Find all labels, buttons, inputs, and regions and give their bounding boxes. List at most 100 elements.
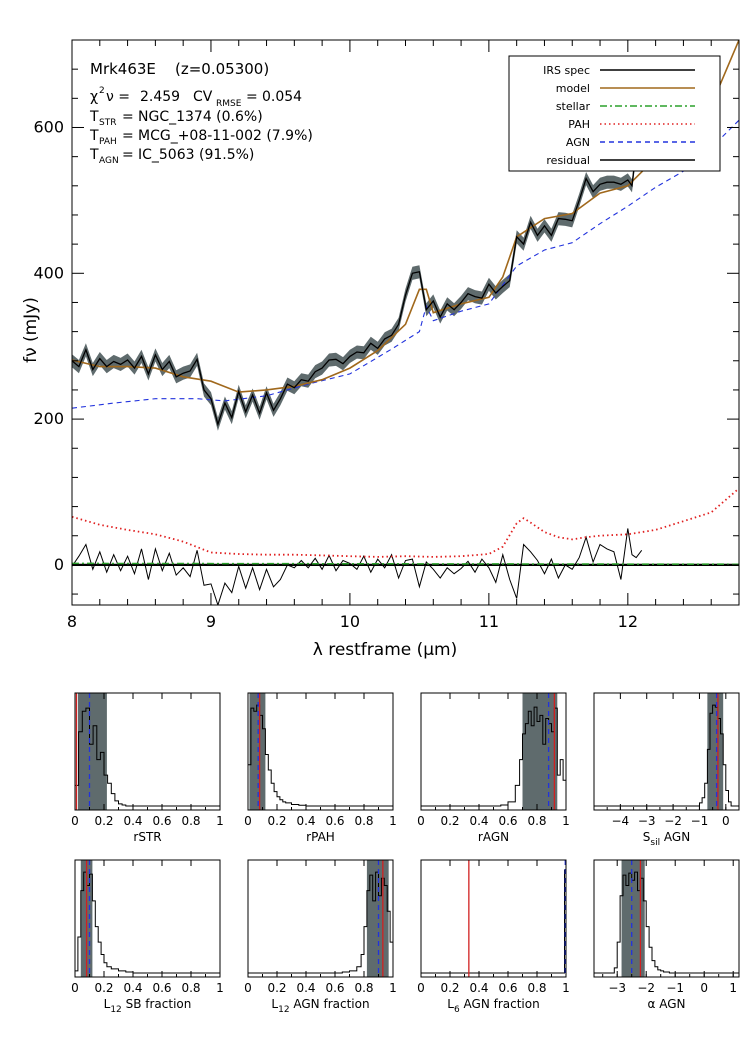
y-tick-label: 200 xyxy=(33,409,64,428)
y-tick-label: 0 xyxy=(54,555,64,574)
panel-tick-label: 0.2 xyxy=(94,981,113,995)
credible-interval-band xyxy=(77,693,107,810)
panel-tick-label: −2 xyxy=(637,981,655,995)
x-axis-label: λ restframe (μm) xyxy=(313,640,458,660)
series-stellar xyxy=(72,562,739,565)
redshift-label: (z=0.05300) xyxy=(175,60,269,78)
x-tick-label: 11 xyxy=(479,612,499,631)
tagn-label: T xyxy=(89,147,99,163)
posterior-panel: 0 0.2 0.4 0.6 0.8 1 L6 AGN fraction xyxy=(417,859,570,1015)
panel-tick-label: 0.8 xyxy=(354,981,373,995)
x-tick-label: 10 xyxy=(340,612,360,631)
y-axis-label: fν (mJy) xyxy=(21,297,41,363)
panel-tick-label: 1 xyxy=(729,981,737,995)
posterior-histogram xyxy=(594,871,739,974)
panel-tick-label: 0.2 xyxy=(440,981,459,995)
main-axes-layer: 8 9 10 11 12 0 200 400 600 xyxy=(33,39,740,631)
panel-tick-label: 0.4 xyxy=(469,981,488,995)
panel-tick-label: 1 xyxy=(562,981,570,995)
panel-tick-label: 1 xyxy=(216,814,224,828)
panel-tick-label: −3 xyxy=(608,981,626,995)
legend-label: PAH xyxy=(568,118,590,131)
panel-tick-label: 1 xyxy=(562,814,570,828)
panel-xlabel: α AGN xyxy=(648,997,686,1011)
posterior-panel: −3 −2 −1 0 1 α AGN xyxy=(593,859,740,1011)
x-tick-label: 12 xyxy=(618,612,638,631)
tstr-value: NGC_1374 (0.6%) xyxy=(138,109,263,125)
series-residual xyxy=(72,528,643,605)
panel-tick-label: 0.8 xyxy=(181,981,200,995)
posterior-histogram xyxy=(75,707,220,807)
panel-tick-label: 0.8 xyxy=(181,814,200,828)
series-pah xyxy=(72,487,739,558)
posterior-histogram xyxy=(421,706,566,807)
panel-tick-label: 0 xyxy=(417,814,425,828)
panel-tick-label: 0.4 xyxy=(469,814,488,828)
chi2-nu: ν = xyxy=(106,89,130,105)
panel-tick-label: 0.4 xyxy=(296,814,315,828)
panel-xlabel: rPAH xyxy=(306,830,335,844)
panel-tick-label: 1 xyxy=(216,981,224,995)
posterior-histogram xyxy=(248,704,393,807)
panel-tick-label: 0 xyxy=(722,814,730,828)
x-tick-label: 9 xyxy=(206,612,216,631)
legend-label: AGN xyxy=(566,136,590,149)
panel-frame xyxy=(593,859,740,978)
panel-xlabel: rAGN xyxy=(478,830,509,844)
panel-frame xyxy=(247,692,394,811)
posterior-panel: 0 0.2 0.4 0.6 0.8 1 L12 AGN fraction xyxy=(244,859,397,1015)
series-agn xyxy=(72,119,739,409)
panel-tick-label: 0 xyxy=(417,981,425,995)
panel-tick-label: 0 xyxy=(700,981,708,995)
tpah-equals: = xyxy=(122,128,134,144)
panel-tick-label: −1 xyxy=(691,814,709,828)
legend-label: IRS spec xyxy=(543,64,590,77)
credible-interval-band xyxy=(621,860,645,977)
posterior-panel: 0 0.2 0.4 0.6 0.8 1 L12 SB fraction xyxy=(71,859,224,1015)
panel-tick-label: 0.6 xyxy=(152,814,171,828)
legend-label: stellar xyxy=(556,100,591,113)
series-irs-spec xyxy=(72,127,643,427)
panel-tick-label: 0.4 xyxy=(296,981,315,995)
panel-tick-label: 0.4 xyxy=(123,814,142,828)
tagn-subscript: AGN xyxy=(99,156,119,166)
credible-interval-band xyxy=(522,693,558,810)
posterior-panel: 0 0.2 0.4 0.6 0.8 1 rSTR xyxy=(71,692,224,844)
credible-interval-band xyxy=(707,693,724,810)
posterior-panels: 0 0.2 0.4 0.6 0.8 1 rSTR 0 0.2 0.4 0.6 0.8 1 rPAH 0 0.2… xyxy=(71,692,740,1015)
panel-tick-label: 1 xyxy=(389,814,397,828)
panel-tick-label: 0 xyxy=(71,814,79,828)
panel-tick-label: 0.8 xyxy=(354,814,373,828)
panel-tick-label: 0.2 xyxy=(94,814,113,828)
panel-frame xyxy=(74,859,221,978)
posterior-panel: 0 0.2 0.4 0.6 0.8 1 rPAH xyxy=(244,692,397,844)
posterior-panel: 0 0.2 0.4 0.6 0.8 1 rAGN xyxy=(417,692,570,844)
main-spectrum-chart: 8 9 10 11 12 0 200 400 600 Mrk463E (z=0.05300) χ… xyxy=(21,39,740,660)
credible-interval-band xyxy=(249,693,266,810)
panel-xlabel: L12 SB fraction xyxy=(104,997,192,1015)
tpah-subscript: PAH xyxy=(99,137,117,147)
panel-tick-label: 0 xyxy=(71,981,79,995)
panel-tick-label: 1 xyxy=(389,981,397,995)
panel-xlabel: L6 AGN fraction xyxy=(447,997,539,1015)
posterior-histogram xyxy=(75,871,220,974)
panel-tick-label: −2 xyxy=(664,814,682,828)
posterior-histogram xyxy=(594,704,739,807)
chi2-symbol: χ xyxy=(90,89,98,105)
panel-tick-label: −1 xyxy=(666,981,684,995)
panel-tick-label: 0 xyxy=(244,981,252,995)
legend-label: residual xyxy=(546,154,590,167)
tpah-value: MCG_+08-11-002 (7.9%) xyxy=(138,128,313,144)
tpah-label: T xyxy=(89,128,99,144)
chi2-value: 2.459 xyxy=(140,89,180,105)
panel-tick-label: 0.4 xyxy=(123,981,142,995)
cv-label: CV xyxy=(193,89,213,105)
panel-xlabel: rSTR xyxy=(133,830,161,844)
posterior-histogram xyxy=(421,869,566,974)
x-tick-label: 8 xyxy=(67,612,77,631)
posterior-histogram xyxy=(248,871,393,974)
fit-info-block: Mrk463E (z=0.05300) χ 2 ν = 2.459 CV RMS… xyxy=(89,60,313,166)
panel-frame xyxy=(593,692,740,811)
panel-xlabel: L12 AGN fraction xyxy=(271,997,369,1015)
